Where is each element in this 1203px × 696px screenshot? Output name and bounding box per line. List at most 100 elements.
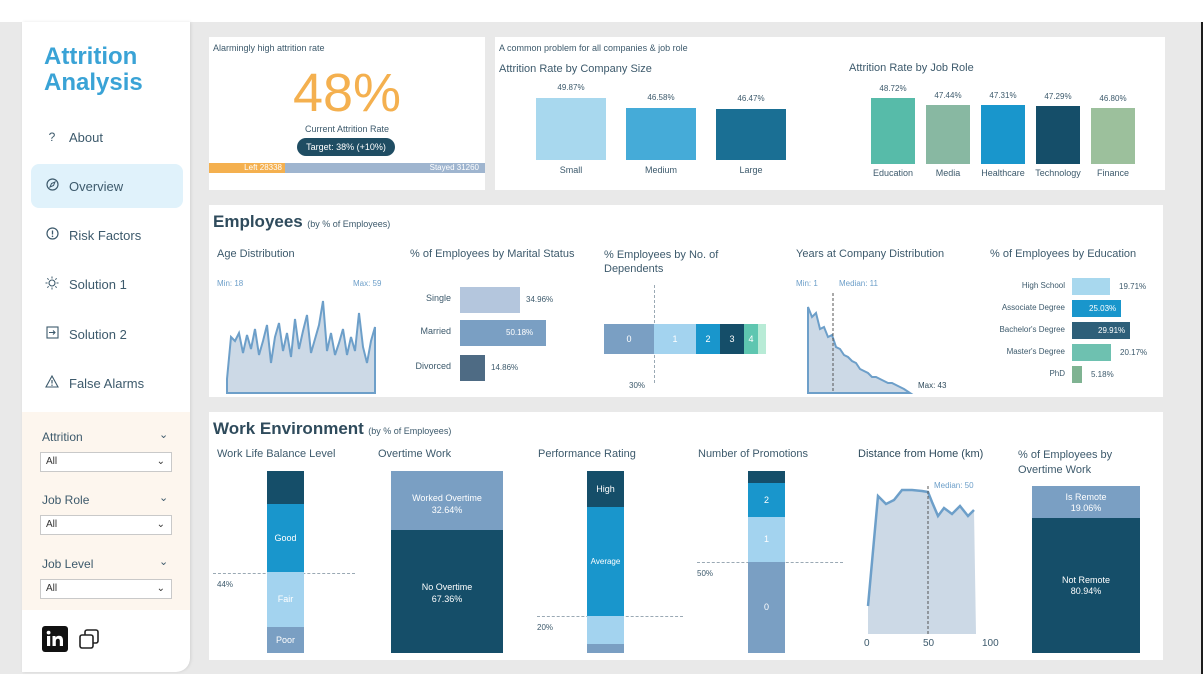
company-role-card: A common problem for all companies & job… [495,37,1165,190]
nav-risk-factors[interactable]: Risk Factors [31,213,183,257]
role-bar-technology[interactable] [1036,106,1080,164]
role-bar-value: 46.80% [1099,94,1127,103]
role-bar-label: Media [935,168,961,178]
chevron-down-icon[interactable]: ⌄ [159,492,169,504]
nav-overview[interactable]: Overview [31,164,183,208]
age-min: Min: 18 [217,279,244,288]
nav-risk-factors-label: Risk Factors [69,227,142,243]
education-bar[interactable] [1072,344,1111,361]
promotions-segment-0: 0 [748,562,785,653]
employees-title: Employees [213,212,303,231]
remote-not-remote-label: Not Remote [1061,575,1111,585]
linkedin-icon[interactable] [42,626,68,652]
wlb-title: Work Life Balance Level [217,448,336,460]
education-bar[interactable] [1072,278,1110,295]
kpi-caption: Alarmingly high attrition rate [213,43,325,53]
compass-icon [43,178,61,194]
role-bar-healthcare[interactable] [981,105,1025,164]
window-top-strip [0,0,1203,22]
years-min: Min: 1 [796,279,818,288]
filters-panel: Attrition ⌄ All ⌄ Job Role ⌄ All ⌄ Job L… [22,412,190,610]
app-title-line2: Analysis [44,69,143,96]
filter-job-level-select[interactable]: All ⌄ [40,579,172,599]
role-bar-value: 48.72% [879,84,907,93]
distance-tick-50: 50 [923,638,935,649]
marital-bar-single[interactable] [460,287,520,313]
overtime-none-label: No Overtime [421,582,473,592]
years-area [807,306,914,394]
filter-attrition-select[interactable]: All ⌄ [40,452,172,472]
nav-about[interactable]: ? About [31,115,183,159]
kpi-stayed-label: Stayed [429,163,455,172]
remote-stack: Is Remote 19.06% Not Remote 80.94% [1032,486,1140,653]
nav-about-label: About [69,129,103,145]
education-bar[interactable] [1072,300,1121,317]
years-distribution-chart [807,293,914,394]
marital-bar-divorced[interactable] [460,355,485,381]
role-bar-media[interactable] [926,105,970,164]
distance-tick-100: 100 [982,638,999,649]
nav-solution-2[interactable]: Solution 2 [31,312,183,356]
role-bar-finance[interactable] [1091,108,1135,164]
employees-heading: Employees (by % of Employees) [213,212,390,232]
filter-job-role-select[interactable]: All ⌄ [40,515,172,535]
education-bar[interactable] [1072,322,1130,339]
dependents-title-line1: % Employees by No. of [604,249,719,261]
size-bar-value: 49.87% [557,83,585,92]
marital-row-label: Single [425,293,451,303]
dependents-title-line2: Dependents [604,263,664,275]
dependents-segment-3: 3 [720,324,744,354]
promotions-segment-3 [748,471,785,483]
kpi-target-delta: (+10%) [356,142,386,152]
performance-lowest-segment [587,644,624,653]
remote-title-line2: Overtime Work [1018,464,1092,476]
nav-false-alarms[interactable]: False Alarms [31,361,183,405]
nav-solution-1[interactable]: Solution 1 [31,262,183,306]
size-bar-large[interactable] [716,109,786,160]
dependents-title: % Employees by No. of Dependents [604,248,718,276]
distance-chart [866,486,976,634]
performance-high-segment: High [587,471,624,507]
education-row-label: Bachelor's Degree [999,325,1065,334]
alert-circle-icon [43,227,61,243]
marital-row-label: Married [420,326,451,336]
remote-not-remote-pct: 80.94% [1070,586,1102,596]
promotions-segment-1: 1 [748,517,785,562]
promotions-ref-label: 50% [697,569,714,578]
education-row-label: Master's Degree [1006,347,1065,356]
education-row-label: Associate Degree [1001,303,1065,312]
employees-subtitle: (by % of Employees) [307,219,391,229]
distance-median: Median: 50 [934,481,974,490]
chevron-down-icon[interactable]: ⌄ [159,429,169,441]
education-row-label: High School [1021,281,1065,290]
wlb-stack: Good Fair Poor [267,471,304,653]
marital-bar-married[interactable] [460,320,546,346]
size-bar-small[interactable] [536,98,606,160]
role-bar-education[interactable] [871,98,915,164]
copy-icon[interactable] [78,628,100,655]
education-row-value: 29.91% [1098,326,1126,335]
role-bar-label: Technology [1035,168,1081,178]
kpi-target-value: 38% [336,142,355,152]
education-row-value: 25.03% [1089,304,1117,313]
chevron-down-icon: ⌄ [156,456,165,467]
kpi-card: Alarmingly high attrition rate 48% Curre… [209,37,485,190]
age-title: Age Distribution [217,248,295,260]
dependents-segment-2: 2 [696,324,720,354]
distance-tick-0: 0 [864,638,870,649]
role-bar-label: Healthcare [981,168,1025,178]
remote-is-remote-pct: 19.06% [1070,503,1102,513]
filter-job-role-label: Job Role [42,493,90,507]
job-role-title: Attrition Rate by Job Role [849,62,974,74]
size-bar-label: Medium [644,165,677,175]
education-bar[interactable] [1072,366,1082,383]
size-bar-medium[interactable] [626,108,696,160]
size-bar-value: 46.47% [737,94,765,103]
education-row-value: 19.71% [1119,282,1147,291]
wlb-segment-best [267,471,304,504]
chevron-down-icon[interactable]: ⌄ [159,556,169,568]
work-heading: Work Environment (by % of Employees) [213,419,451,439]
kpi-target-badge: Target: 38% (+10%) [297,138,395,156]
age-area [226,300,376,394]
company-caption: A common problem for all companies & job… [499,43,688,53]
